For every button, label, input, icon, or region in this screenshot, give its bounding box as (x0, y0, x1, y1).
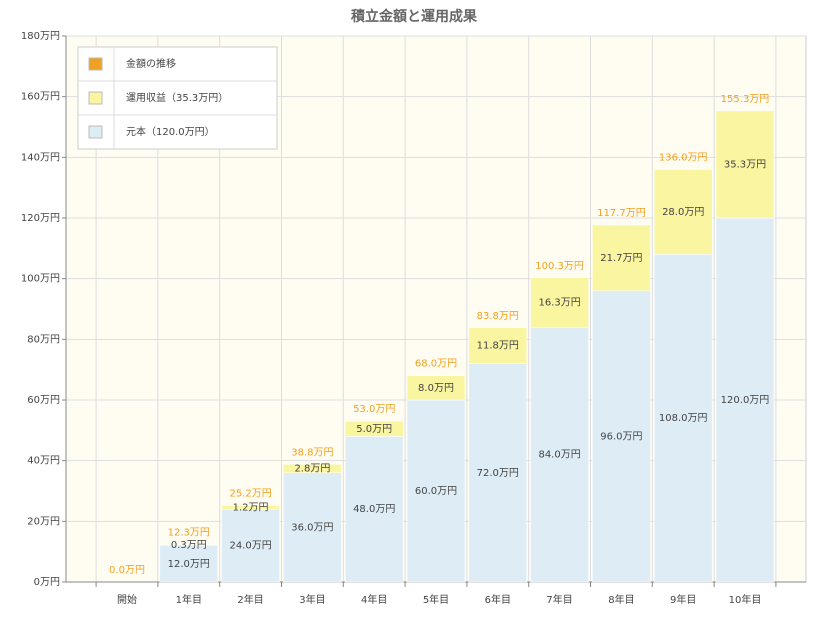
value-label: 96.0万円 (600, 431, 642, 442)
value-label: 28.0万円 (662, 207, 704, 218)
y-tick-label: 20万円 (27, 516, 60, 527)
legend-label: 元本（120.0万円） (126, 125, 215, 138)
value-label: 12.0万円 (168, 559, 210, 570)
legend-label: 運用収益（35.3万円） (126, 91, 228, 104)
bar-segment (653, 254, 713, 583)
x-tick-label: 9年目 (670, 593, 696, 606)
total-label: 83.8万円 (477, 311, 519, 322)
y-tick-label: 180万円 (21, 31, 60, 42)
value-label: 36.0万円 (291, 522, 333, 533)
y-tick-label: 60万円 (27, 395, 60, 406)
legend-swatch (88, 91, 103, 105)
value-label: 5.0万円 (356, 424, 392, 435)
bar-segment (344, 420, 404, 437)
bar-segment (159, 545, 219, 583)
bar-segment (468, 327, 528, 364)
y-tick-label: 40万円 (27, 456, 60, 467)
value-label: 120.0万円 (721, 395, 770, 406)
value-label: 16.3万円 (538, 297, 580, 308)
total-label: 100.3万円 (535, 261, 584, 272)
bar-segment (530, 277, 589, 328)
value-label: 108.0万円 (659, 413, 708, 424)
legend-swatch (88, 125, 103, 139)
bar-segment (283, 472, 342, 583)
value-label: 1.2万円 (233, 502, 269, 513)
y-tick-label: 140万円 (21, 152, 60, 163)
value-label: 84.0万円 (538, 450, 580, 461)
total-label: 0.0万円 (109, 565, 145, 576)
x-tick-label: 6年目 (485, 593, 511, 606)
value-label: 0.3万円 (171, 540, 207, 551)
y-tick-label: 100万円 (21, 274, 60, 285)
value-label: 24.0万円 (229, 541, 271, 552)
bar-segment (653, 169, 713, 255)
bar-segment (283, 464, 342, 474)
total-label: 12.3万円 (168, 528, 210, 539)
legend-swatch (88, 57, 103, 71)
x-tick-label: 2年目 (237, 593, 263, 606)
x-tick-label: 4年目 (361, 593, 387, 606)
bar-segment (715, 110, 775, 219)
value-label: 8.0万円 (418, 383, 454, 394)
y-tick-label: 0万円 (34, 577, 60, 588)
total-label: 38.8万円 (291, 447, 333, 458)
x-tick-label: 7年目 (546, 593, 572, 606)
total-label: 136.0万円 (659, 152, 708, 163)
value-label: 48.0万円 (353, 504, 395, 515)
bar-segment (221, 505, 280, 510)
x-tick-label: 8年目 (608, 593, 634, 606)
bar-segment (406, 375, 466, 401)
total-label: 117.7万円 (597, 208, 646, 219)
chart-title: 積立金額と運用成果 (350, 8, 478, 25)
bar-segment (468, 363, 528, 583)
y-tick-label: 80万円 (27, 334, 60, 345)
x-tick-label: 10年目 (729, 593, 762, 606)
x-tick-label: 開始 (117, 593, 137, 606)
total-label: 53.0万円 (353, 404, 395, 415)
y-tick-label: 120万円 (21, 213, 60, 224)
value-label: 35.3万円 (724, 159, 766, 170)
bar-segment (344, 436, 404, 583)
bar-segment (592, 224, 651, 292)
bar-segment (159, 544, 219, 546)
y-tick-label: 160万円 (21, 92, 60, 103)
x-tick-label: 3年目 (299, 593, 325, 606)
value-label: 11.8万円 (477, 341, 519, 352)
value-label: 60.0万円 (415, 486, 457, 497)
bar-segment (715, 217, 775, 583)
bar-segment (592, 290, 651, 583)
bar-segment (530, 326, 589, 583)
value-label: 2.8万円 (294, 464, 330, 475)
x-tick-label: 5年目 (423, 593, 449, 606)
value-label: 72.0万円 (477, 468, 519, 479)
value-label: 21.7万円 (600, 253, 642, 264)
bar-segment (406, 399, 466, 583)
total-label: 155.3万円 (721, 94, 770, 105)
legend-box (77, 46, 278, 150)
total-label: 68.0万円 (415, 359, 457, 370)
legend-label: 金額の推移 (126, 57, 176, 70)
total-label: 25.2万円 (229, 489, 271, 500)
x-tick-label: 1年目 (176, 593, 202, 606)
